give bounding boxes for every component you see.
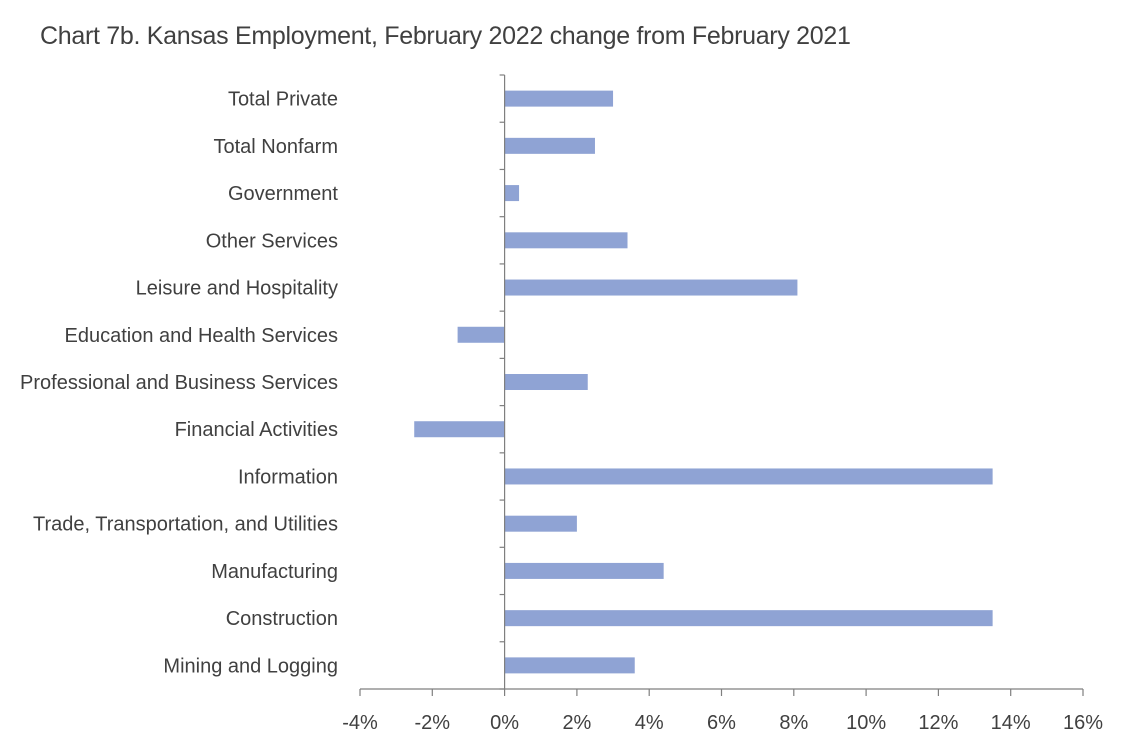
category-label: Financial Activities [175, 419, 338, 441]
x-tick-label: 12% [918, 712, 958, 734]
category-label: Manufacturing [211, 561, 338, 583]
x-tick-label: 10% [846, 712, 886, 734]
category-label: Professional and Business Services [20, 372, 338, 394]
labels-layer: Total Private Total Nonfarm Government Othe… [20, 89, 1103, 734]
bar [504, 515, 577, 532]
bar [504, 185, 520, 202]
bar [414, 421, 505, 438]
x-tick-label: -4% [342, 712, 378, 734]
category-label: Construction [226, 608, 338, 630]
x-tick-label: 8% [779, 712, 808, 734]
category-label: Leisure and Hospitality [136, 278, 338, 300]
category-label: Total Private [228, 89, 338, 111]
category-label: Other Services [206, 230, 338, 252]
category-label: Information [238, 466, 338, 488]
bar [504, 279, 798, 296]
category-label: Trade, Transportation, and Utilities [33, 514, 338, 536]
bar [504, 137, 595, 154]
bar [504, 374, 588, 390]
x-tick-label: 14% [991, 712, 1031, 734]
bar [504, 90, 614, 107]
category-label: Government [228, 183, 338, 205]
x-tick-label: 4% [635, 712, 664, 734]
x-tick-label: 6% [707, 712, 736, 734]
x-tick-label: 2% [562, 712, 591, 734]
axis-layer [359, 74, 1084, 696]
bar [457, 326, 505, 343]
bar [504, 232, 628, 249]
bars-layer [414, 90, 993, 674]
category-label: Mining and Logging [163, 655, 338, 677]
chart-title: Chart 7b. Kansas Employment, February 20… [40, 22, 851, 50]
x-tick-label: 16% [1063, 712, 1103, 734]
bar [504, 657, 635, 674]
category-label: Total Nonfarm [214, 136, 339, 158]
category-label: Education and Health Services [65, 325, 339, 347]
bar [504, 610, 993, 627]
bar [504, 562, 664, 579]
x-tick-label: 0% [490, 712, 519, 734]
x-tick-label: -2% [415, 712, 451, 734]
bar [504, 468, 993, 485]
